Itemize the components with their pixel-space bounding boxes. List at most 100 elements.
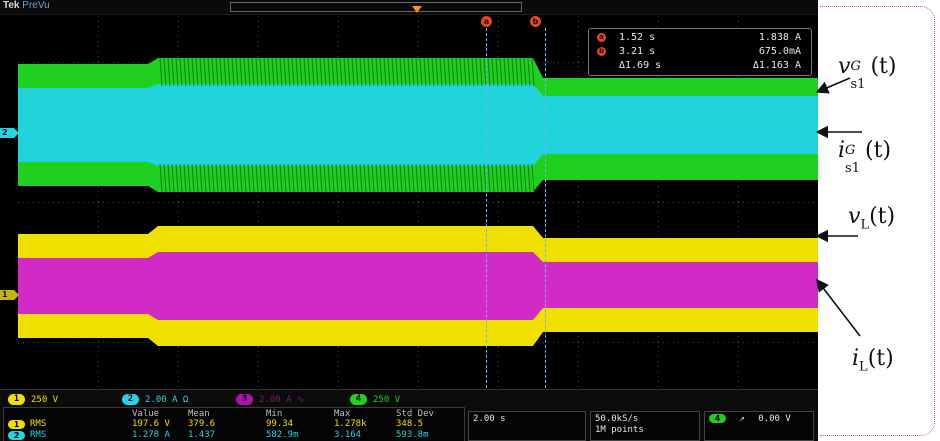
ripple-stroke xyxy=(175,57,179,87)
ripple-stroke xyxy=(415,57,419,87)
ripple-stroke xyxy=(451,163,455,193)
ch3-waveform xyxy=(18,252,818,320)
trigger-position-marker[interactable] xyxy=(412,6,422,13)
trigger-slope-icon: ↗ xyxy=(739,414,745,424)
ripple-stroke xyxy=(463,163,467,193)
is1G-sub: s1 xyxy=(845,161,860,176)
ripple-stroke xyxy=(471,163,475,193)
timebase-box[interactable]: 2.00 s xyxy=(468,411,586,441)
ch4-scale-box[interactable]: 4 250 V xyxy=(350,394,400,407)
readout-row-delta: Δ1.69 s Δ1.163 A xyxy=(589,60,811,72)
cursor-b-time: 3.21 s xyxy=(619,46,656,57)
ripple-stroke xyxy=(519,57,523,87)
ripple-stroke xyxy=(331,57,335,87)
ripple-stroke xyxy=(335,163,339,193)
ripple-stroke xyxy=(455,57,459,87)
trigger-level: 0.00 V xyxy=(758,414,791,424)
cursor-a-line[interactable] xyxy=(486,28,487,388)
ripple-stroke xyxy=(511,163,515,193)
cursor-b-line[interactable] xyxy=(545,28,546,388)
ch2-badge: 2 xyxy=(122,394,139,405)
measurement-table[interactable]: Value Mean Min Max Std Dev 1 RMS 197.6 V… xyxy=(3,407,465,441)
ch3-scale-box[interactable]: 3 2.00 A ∿ xyxy=(236,394,304,407)
cursor-b-value: 675.0mA xyxy=(758,46,801,57)
ripple-stroke xyxy=(483,57,487,87)
ripple-stroke xyxy=(307,163,311,193)
ripple-stroke xyxy=(207,57,211,87)
ch1-scale-box[interactable]: 1 250 V xyxy=(8,394,58,407)
ripple-stroke xyxy=(503,57,507,87)
oscilloscope-screen: Tek PreVu a b a 1.52 s 1.838 A b 3.21 s … xyxy=(0,0,818,441)
cursor-b-tag[interactable]: b xyxy=(530,16,541,27)
ripple-stroke xyxy=(387,163,391,193)
ripple-stroke xyxy=(159,163,163,193)
ripple-stroke xyxy=(519,163,523,193)
ripple-stroke xyxy=(211,57,215,87)
sample-rate: 50.0kS/s xyxy=(595,414,639,424)
ripple-stroke xyxy=(479,57,483,87)
delta-time: Δ1.69 s xyxy=(619,60,662,71)
ripple-stroke xyxy=(475,163,479,193)
record-length: 1M points xyxy=(595,425,644,435)
ripple-stroke xyxy=(499,163,503,193)
ripple-stroke xyxy=(351,163,355,193)
ripple-stroke xyxy=(403,57,407,87)
ripple-stroke xyxy=(211,163,215,193)
ripple-stroke xyxy=(383,57,387,87)
ch3-scale: 2.00 A ∿ xyxy=(259,395,305,405)
ripple-stroke xyxy=(359,163,363,193)
trigger-source-badge: 4 xyxy=(709,414,726,423)
ripple-stroke xyxy=(431,163,435,193)
cursor-a-tag[interactable]: a xyxy=(481,16,492,27)
ripple-stroke xyxy=(467,163,471,193)
ripple-stroke xyxy=(291,163,295,193)
ripple-stroke xyxy=(215,163,219,193)
ripple-stroke xyxy=(339,57,343,87)
record-view-bar[interactable] xyxy=(230,2,522,12)
ripple-stroke xyxy=(447,57,451,87)
readout-row-a: a 1.52 s 1.838 A xyxy=(589,32,811,44)
ripple-stroke xyxy=(187,163,191,193)
ripple-stroke xyxy=(427,163,431,193)
ripple-stroke xyxy=(507,163,511,193)
ripple-stroke xyxy=(235,57,239,87)
ripple-stroke xyxy=(311,163,315,193)
ripple-stroke xyxy=(511,57,515,87)
acquisition-box[interactable]: 50.0kS/s 1M points xyxy=(590,411,700,441)
ripple-stroke xyxy=(219,163,223,193)
ch2-scale-box[interactable]: 2 2.00 A Ω xyxy=(122,394,188,407)
waveforms xyxy=(18,57,818,346)
ripple-stroke xyxy=(375,57,379,87)
delta-value: Δ1.163 A xyxy=(752,60,801,71)
ripple-stroke xyxy=(303,163,307,193)
ripple-stroke xyxy=(431,57,435,87)
ripple-stroke xyxy=(283,57,287,87)
ripple-stroke xyxy=(271,57,275,87)
meas-row1-value: 197.6 V xyxy=(132,419,170,429)
ripple-stroke xyxy=(299,163,303,193)
ripple-stroke xyxy=(491,57,495,87)
vL-sub: L xyxy=(860,217,870,233)
ripple-stroke xyxy=(403,163,407,193)
meas-row2-badge: 2 xyxy=(8,431,25,440)
ripple-stroke xyxy=(355,163,359,193)
ripple-stroke xyxy=(203,163,207,193)
ripple-stroke xyxy=(419,163,423,193)
ripple-stroke xyxy=(311,57,315,87)
trigger-box[interactable]: 4 ↗ 0.00 V xyxy=(704,411,814,441)
ripple-stroke xyxy=(427,57,431,87)
ripple-stroke xyxy=(483,163,487,193)
ripple-stroke xyxy=(295,57,299,87)
ripple-stroke xyxy=(171,163,175,193)
ch2-ground-marker[interactable]: 2 xyxy=(0,128,19,138)
ch1-ground-marker[interactable]: 1 xyxy=(0,290,19,300)
ripple-stroke xyxy=(251,163,255,193)
ch2-scale: 2.00 A Ω xyxy=(145,395,189,405)
ripple-stroke xyxy=(423,163,427,193)
ch2-waveform xyxy=(18,84,818,166)
ripple-stroke xyxy=(219,57,223,87)
ripple-stroke xyxy=(471,57,475,87)
ripple-stroke xyxy=(527,57,531,87)
